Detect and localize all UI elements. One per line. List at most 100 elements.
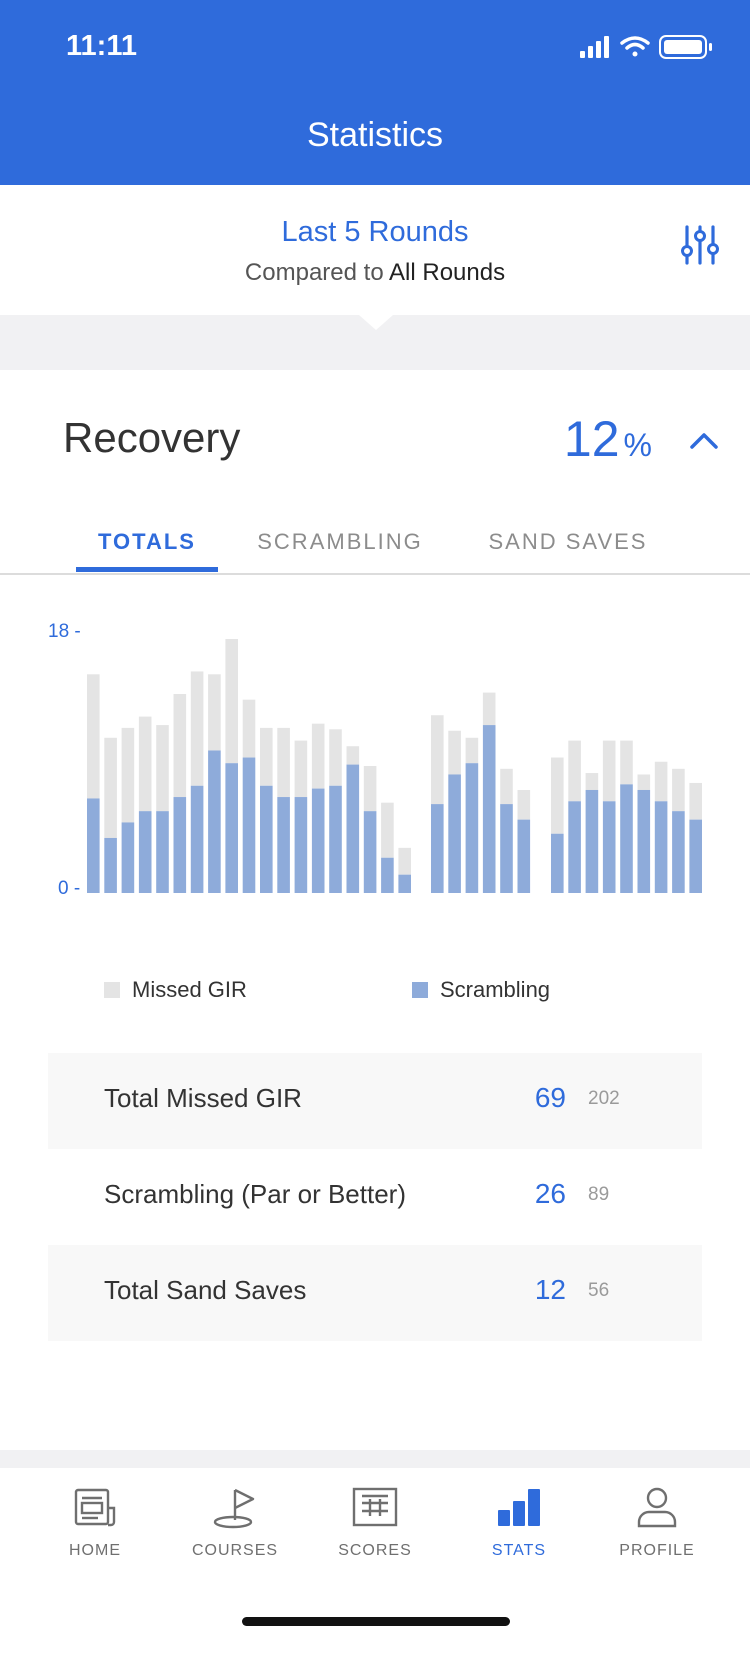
filter-pointer (359, 315, 393, 330)
bar-scrambling (500, 804, 513, 893)
courses-flag-icon (213, 1488, 255, 1529)
scrambling-compare: 89 (588, 1184, 610, 1205)
bar-missed-gir (620, 740, 633, 785)
legend-swatch-scrambling (412, 982, 428, 998)
wifi-icon (620, 36, 650, 57)
bar-scrambling (381, 857, 394, 893)
filter-sliders-icon[interactable] (678, 223, 722, 267)
bar-missed-gir (602, 740, 616, 802)
bar-scrambling (672, 811, 685, 893)
recovery-card: Recovery 12% TOTALS SCRAMBLING SAND SAVE… (0, 370, 750, 1450)
bar-scrambling (431, 804, 444, 893)
bar-scrambling (87, 798, 100, 893)
bar-missed-gir (225, 639, 238, 764)
section-percent-unit: % (623, 427, 652, 463)
bar-missed-gir (346, 746, 360, 765)
bar-missed-gir (585, 773, 599, 790)
recovery-chart: 18 - 0 - (48, 621, 702, 899)
home-indicator (242, 1617, 510, 1626)
bar-missed-gir (87, 674, 100, 799)
status-time: 11:11 (66, 30, 137, 62)
battery-icon (659, 35, 712, 59)
bar-missed-gir (208, 674, 221, 751)
tabbar-courses[interactable]: COURSES (170, 1486, 300, 1576)
page-title: Statistics (306, 116, 444, 154)
bar-missed-gir (431, 715, 444, 805)
bar-scrambling (585, 789, 599, 893)
legend-swatch-missed-gir (104, 982, 120, 998)
bar-scrambling (602, 801, 616, 893)
bar-missed-gir (551, 757, 564, 834)
bar-scrambling (138, 811, 152, 893)
filter-primary-label[interactable]: Last 5 Rounds (281, 216, 469, 248)
tabbar-stats[interactable]: STATS (454, 1486, 584, 1576)
bar-scrambling (104, 837, 117, 893)
bar-missed-gir (104, 737, 117, 838)
round-filter[interactable]: Last 5 Rounds Compared to All Rounds (0, 185, 750, 315)
status-icons (580, 35, 712, 59)
tabbar-stats-label: STATS (491, 1542, 547, 1559)
bar-scrambling (448, 774, 461, 893)
bar-missed-gir (121, 727, 135, 823)
bar-missed-gir (260, 727, 273, 786)
sand-saves-label: Total Sand Saves (104, 1275, 307, 1305)
scorecard-icon (352, 1487, 398, 1527)
tabbar-divider (0, 1450, 750, 1468)
bar-scrambling (620, 784, 633, 893)
bar-scrambling (329, 785, 342, 893)
total-missed-gir-label: Total Missed GIR (104, 1083, 302, 1113)
tabbar-profile[interactable]: PROFILE (592, 1486, 722, 1576)
chart-legend: Missed GIR Scrambling (0, 970, 750, 1010)
legend-label-missed-gir: Missed GIR (132, 977, 247, 1002)
bar-missed-gir (654, 761, 668, 802)
total-missed-gir-value: 69 (534, 1082, 566, 1113)
stats-bars-icon (498, 1489, 540, 1526)
bar-missed-gir (138, 716, 152, 812)
tabbar-home[interactable]: HOME (30, 1486, 160, 1576)
tab-totals[interactable]: TOTALS (98, 529, 196, 554)
table-row: Total Sand Saves 12 56 (48, 1245, 702, 1341)
bar-missed-gir (329, 729, 342, 786)
section-percent-value: 12 (563, 411, 620, 467)
bar-missed-gir (381, 802, 394, 858)
bar-missed-gir (482, 692, 496, 726)
bar-missed-gir (517, 789, 531, 820)
bar-scrambling (465, 763, 479, 893)
bar-missed-gir (242, 699, 256, 758)
bar-scrambling (517, 819, 531, 893)
chevron-up-icon[interactable] (688, 428, 720, 452)
sand-saves-value: 12 (534, 1274, 566, 1305)
chart-bars (87, 639, 702, 893)
bar-scrambling (311, 788, 325, 893)
bar-missed-gir (672, 768, 685, 812)
filter-comparison: Compared to All Rounds (0, 259, 750, 287)
legend-missed-gir: Missed GIR (104, 970, 247, 1010)
bar-missed-gir (500, 768, 513, 805)
bar-scrambling (208, 750, 221, 893)
bar-missed-gir (689, 782, 702, 820)
bar-scrambling (277, 797, 290, 893)
filter-compared-value: All Rounds (389, 259, 506, 286)
tab-sand-saves[interactable]: SAND SAVES (488, 529, 648, 554)
bar-missed-gir (190, 671, 204, 786)
bar-scrambling (689, 819, 702, 893)
tabbar-home-label: HOME (69, 1542, 121, 1559)
tabbar-scores[interactable]: SCORES (310, 1486, 440, 1576)
tabbar-profile-label: PROFILE (619, 1542, 695, 1559)
bar-missed-gir (173, 694, 187, 798)
bar-missed-gir (448, 730, 461, 775)
bar-scrambling (190, 785, 204, 893)
bar-scrambling (121, 822, 135, 893)
signal-icon (580, 36, 609, 58)
y-tick-min: 0 - (58, 878, 80, 899)
bar-scrambling (398, 874, 411, 893)
bar-scrambling (363, 811, 377, 893)
bar-scrambling (551, 833, 564, 893)
tab-scrambling[interactable]: SCRAMBLING (257, 529, 423, 554)
bar-scrambling (654, 801, 668, 893)
bar-missed-gir (277, 727, 290, 798)
bar-scrambling (156, 811, 169, 893)
home-icon (74, 1488, 116, 1527)
total-missed-gir-compare: 202 (588, 1088, 620, 1109)
bar-missed-gir (311, 723, 325, 789)
